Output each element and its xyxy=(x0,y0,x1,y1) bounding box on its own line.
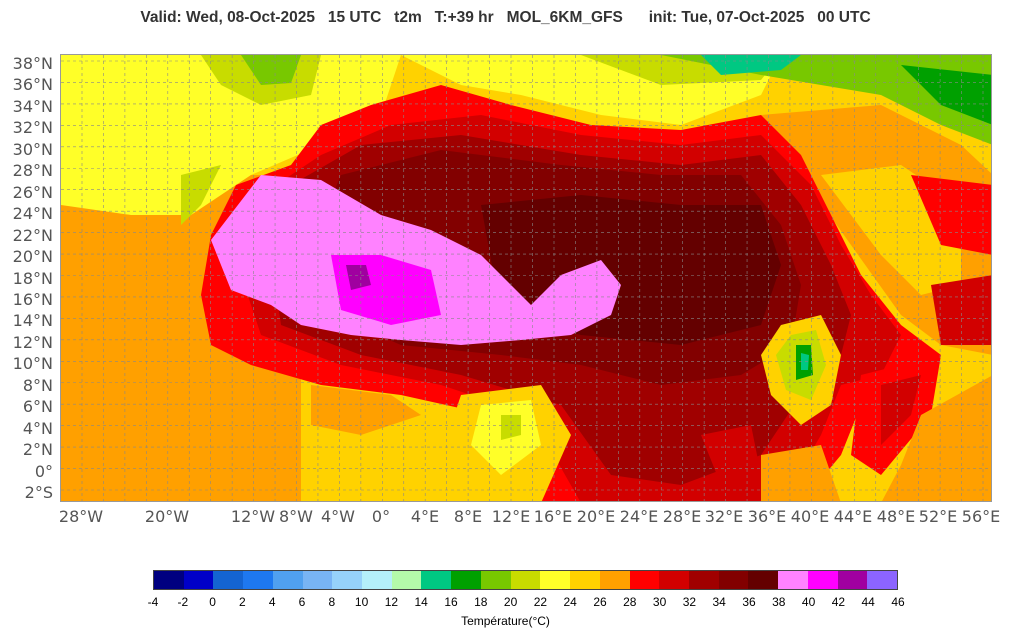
colorbar-swatch xyxy=(421,571,452,589)
colorbar-tick-label: 20 xyxy=(503,595,518,609)
lat-label: 34°N xyxy=(12,96,53,116)
lon-label: 12°W xyxy=(230,507,276,526)
colorbar-swatch xyxy=(659,571,689,589)
colorbar-tick-label: 10 xyxy=(354,595,369,609)
colorbar-tick-label: 8 xyxy=(328,595,336,609)
colorbar-tick-label: 44 xyxy=(861,595,875,609)
lat-label: 32°N xyxy=(12,118,53,138)
colorbar-swatch xyxy=(867,571,897,589)
lat-label: 30°N xyxy=(12,139,53,159)
temperature-map xyxy=(60,54,992,502)
colorbar-tick-label: 16 xyxy=(444,595,458,609)
colorbar-tick-label: 30 xyxy=(652,595,667,609)
lat-label: 8°N xyxy=(22,375,53,395)
lat-label: 16°N xyxy=(12,289,53,309)
colorbar-tick-label: 32 xyxy=(682,595,697,609)
colorbar-tick-label: 46 xyxy=(891,595,905,609)
colorbar-swatch xyxy=(599,571,630,589)
lon-label: 4°W xyxy=(321,507,355,526)
lon-label: 28°E xyxy=(662,507,702,526)
lon-label: 28°W xyxy=(58,507,104,526)
colorbar-swatch xyxy=(332,571,363,589)
colorbar-tick-label: 12 xyxy=(384,595,399,609)
lon-label: 48°E xyxy=(876,507,916,526)
lat-label: 10°N xyxy=(12,354,53,374)
temperature-field xyxy=(61,55,991,501)
lat-label: 4°N xyxy=(22,418,53,438)
lon-label: 24°E xyxy=(619,507,659,526)
lat-label: 0° xyxy=(34,461,53,481)
lat-label: 36°N xyxy=(12,75,53,95)
lat-label: 38°N xyxy=(12,54,53,73)
colorbar-tick-label: 34 xyxy=(712,595,726,609)
colorbar-tick-label: 26 xyxy=(593,595,607,609)
colorbar-tick-label: 14 xyxy=(414,595,428,609)
colorbar-swatch xyxy=(748,571,779,589)
lon-label: 32°E xyxy=(704,507,744,526)
colorbar-tick-label: 22 xyxy=(533,595,548,609)
colorbar-swatch xyxy=(302,571,333,589)
colorbar-title: Température(°C) xyxy=(461,614,550,628)
lat-label: 24°N xyxy=(12,204,53,224)
lon-label: 8°E xyxy=(453,507,483,526)
colorbar-swatch xyxy=(837,571,868,589)
colorbar-swatch xyxy=(807,571,838,589)
lon-label: 40°E xyxy=(790,507,830,526)
colorbar-tick-label: -4 xyxy=(147,595,159,609)
colorbar-tick-label: 24 xyxy=(563,595,577,609)
colorbar-swatch xyxy=(570,571,600,589)
colorbar-swatch xyxy=(272,571,303,589)
colorbar-swatch xyxy=(362,571,392,589)
colorbar-swatch xyxy=(451,571,481,589)
colorbar-tick-label: 6 xyxy=(298,595,306,609)
lat-label: 2°N xyxy=(22,440,53,460)
colorbar-tick-label: 0 xyxy=(209,595,216,609)
colorbar-tick-label: 2 xyxy=(239,595,246,609)
colorbar-swatch xyxy=(510,571,541,589)
lon-label: 20°E xyxy=(576,507,616,526)
colorbar-tick-label: 36 xyxy=(742,595,756,609)
lon-label: 36°E xyxy=(747,507,787,526)
colorbar-swatch xyxy=(154,571,184,589)
lon-label: 20°W xyxy=(144,507,190,526)
colorbar-swatch xyxy=(243,571,273,589)
lat-label: 28°N xyxy=(12,161,53,181)
colorbar xyxy=(153,570,898,590)
lat-label: 14°N xyxy=(12,311,53,331)
lat-label: 22°N xyxy=(12,225,53,245)
lon-label: 8°W xyxy=(279,507,313,526)
lon-label: 0° xyxy=(371,507,391,526)
colorbar-swatch xyxy=(718,571,749,589)
colorbar-swatch xyxy=(688,571,719,589)
lon-label: 44°E xyxy=(833,507,873,526)
colorbar-tick-label: 40 xyxy=(801,595,816,609)
colorbar-tick-label: 4 xyxy=(268,595,276,609)
colorbar-tick-label: 42 xyxy=(831,595,846,609)
colorbar-tick-label: 38 xyxy=(772,595,786,609)
lon-label: 4°E xyxy=(410,507,440,526)
lon-label: 56°E xyxy=(961,507,1001,526)
lat-label: 6°N xyxy=(22,397,53,417)
map-title: Valid: Wed, 08-Oct-2025 15 UTC t2m T:+39… xyxy=(140,9,871,26)
lon-label: 16°E xyxy=(533,507,573,526)
colorbar-swatch xyxy=(480,571,511,589)
lat-label: 18°N xyxy=(12,268,53,288)
lat-label: 26°N xyxy=(12,182,53,202)
lat-label: 2°S xyxy=(24,483,53,502)
colorbar-tick-label: 18 xyxy=(474,595,488,609)
colorbar-swatch xyxy=(540,571,571,589)
lat-label: 20°N xyxy=(12,247,53,267)
colorbar-swatch xyxy=(183,571,214,589)
colorbar-tick-label: 28 xyxy=(623,595,637,609)
lat-label: 12°N xyxy=(12,332,53,352)
colorbar-tick-label: -2 xyxy=(177,595,189,609)
lon-label: 12°E xyxy=(491,507,531,526)
colorbar-swatch xyxy=(778,571,808,589)
colorbar-swatch xyxy=(629,571,660,589)
lon-label: 52°E xyxy=(918,507,958,526)
colorbar-swatch xyxy=(391,571,422,589)
colorbar-swatch xyxy=(213,571,244,589)
